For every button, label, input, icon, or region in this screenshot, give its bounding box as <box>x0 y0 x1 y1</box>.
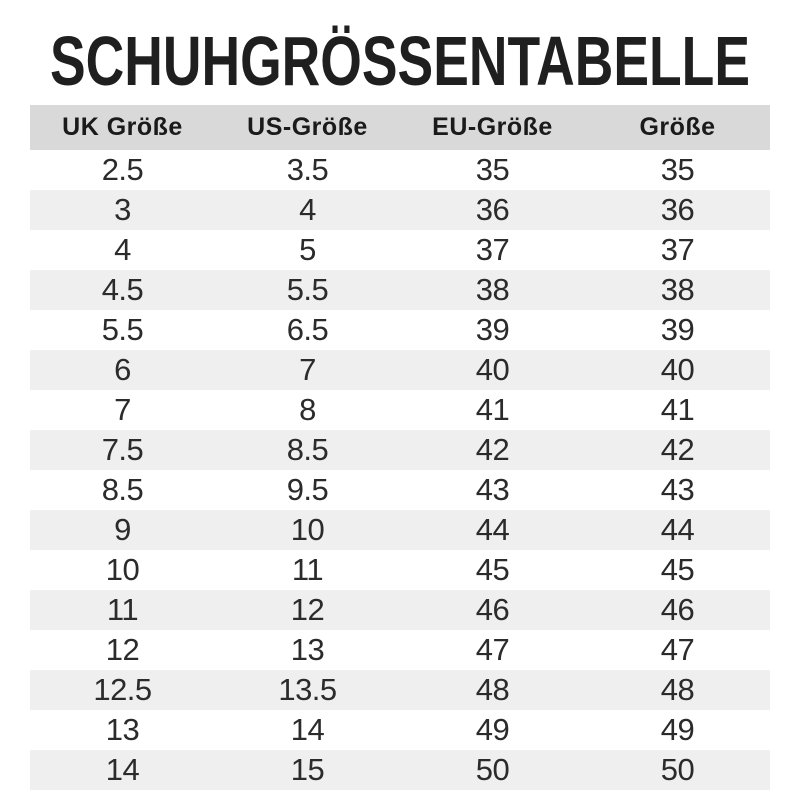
table-cell: 46 <box>475 592 510 627</box>
table-row: 13 14 49 49 <box>30 710 770 750</box>
table-cell: 39 <box>660 312 695 347</box>
table-cell: 6.5 <box>286 312 329 347</box>
table-row: 4.5 5.5 38 38 <box>30 270 770 310</box>
table-cell: 5 <box>299 232 316 267</box>
table-cell: 48 <box>475 672 510 707</box>
table-cell: 49 <box>660 712 695 747</box>
table-cell: 44 <box>660 512 695 547</box>
table-cell: 43 <box>660 472 695 507</box>
table-row: 9 10 44 44 <box>30 510 770 550</box>
table-cell: 42 <box>660 432 695 467</box>
table-cell: 9 <box>114 512 131 547</box>
title-band: SCHUHGRÖSSENTABELLE <box>0 0 800 105</box>
table-row: 12.5 13.5 48 48 <box>30 670 770 710</box>
table-cell: 3 <box>114 192 131 227</box>
table-cell: 9.5 <box>286 472 329 507</box>
table-row: 14 15 50 50 <box>30 750 770 790</box>
table-cell: 49 <box>475 712 510 747</box>
table-row: 7 8 41 41 <box>30 390 770 430</box>
table-cell: 7 <box>299 352 316 387</box>
table-cell: 44 <box>475 512 510 547</box>
table-cell: 35 <box>660 152 695 187</box>
table-cell: 50 <box>660 752 695 787</box>
table-cell: 47 <box>475 632 510 667</box>
table-cell: 41 <box>475 392 510 427</box>
table-cell: 36 <box>660 192 695 227</box>
table-cell: 45 <box>475 552 510 587</box>
table-cell: 47 <box>660 632 695 667</box>
table-cell: 7 <box>114 392 131 427</box>
table-row: 2.5 3.5 35 35 <box>30 150 770 190</box>
table-cell: 5.5 <box>286 272 329 307</box>
table-row: 6 7 40 40 <box>30 350 770 390</box>
column-header: Größe <box>639 113 716 141</box>
table-cell: 4.5 <box>101 272 144 307</box>
title-graphic: SCHUHGRÖSSENTABELLE <box>50 22 750 100</box>
table-cell: 10 <box>290 512 325 547</box>
table-cell: 42 <box>475 432 510 467</box>
table-cell: 46 <box>660 592 695 627</box>
table-row: 7.5 8.5 42 42 <box>30 430 770 470</box>
table-cell: 12.5 <box>93 672 152 707</box>
table-row: 3 4 36 36 <box>30 190 770 230</box>
table-cell: 8 <box>299 392 316 427</box>
column-header: US-Größe <box>247 113 368 141</box>
table-row: 5.5 6.5 39 39 <box>30 310 770 350</box>
page-title: SCHUHGRÖSSENTABELLE <box>50 22 750 100</box>
table-cell: 4 <box>299 192 316 227</box>
table-cell: 3.5 <box>286 152 329 187</box>
table-cell: 11 <box>106 592 139 627</box>
table-cell: 12 <box>105 632 140 667</box>
table-cell: 15 <box>290 752 325 787</box>
table-cell: 50 <box>475 752 510 787</box>
table-cell: 13 <box>105 712 140 747</box>
table-cell: 6 <box>114 352 131 387</box>
table-cell: 35 <box>475 152 510 187</box>
size-table-body: 2.5 3.5 35 35 3 4 36 36 4 5 37 37 4.5 5.5 38 38 5.5 6.5 39… <box>30 150 770 790</box>
table-cell: 5.5 <box>101 312 144 347</box>
table-row: 8.5 9.5 43 43 <box>30 470 770 510</box>
size-table-head: UK Größe US-Größe EU-Größe Größe <box>30 105 770 150</box>
table-cell: 37 <box>475 232 510 267</box>
table-cell: 38 <box>475 272 510 307</box>
table-row: 4 5 37 37 <box>30 230 770 270</box>
table-row: 10 11 45 45 <box>30 550 770 590</box>
table-cell: 7.5 <box>101 432 144 467</box>
table-row: 12 13 47 47 <box>30 630 770 670</box>
table-cell: 8.5 <box>101 472 144 507</box>
table-cell: 11 <box>291 552 324 587</box>
column-header: EU-Größe <box>432 113 553 141</box>
table-cell: 43 <box>475 472 510 507</box>
table-cell: 48 <box>660 672 695 707</box>
table-cell: 39 <box>475 312 510 347</box>
table-cell: 45 <box>660 552 695 587</box>
size-table: UK Größe US-Größe EU-Größe Größe 2.5 3.5 35 35… <box>30 105 770 790</box>
table-cell: 13.5 <box>278 672 337 707</box>
table-cell: 40 <box>660 352 695 387</box>
table-cell: 36 <box>475 192 510 227</box>
table-header-row: UK Größe US-Größe EU-Größe Größe <box>30 105 770 150</box>
table-row: 11 12 46 46 <box>30 590 770 630</box>
table-cell: 37 <box>660 232 695 267</box>
table-cell: 12 <box>290 592 325 627</box>
table-cell: 4 <box>114 232 131 267</box>
table-cell: 14 <box>105 752 140 787</box>
table-cell: 8.5 <box>286 432 329 467</box>
table-cell: 2.5 <box>101 152 144 187</box>
table-cell: 14 <box>290 712 325 747</box>
table-cell: 10 <box>105 552 140 587</box>
table-cell: 41 <box>660 392 695 427</box>
column-header: UK Größe <box>62 113 183 141</box>
table-cell: 13 <box>290 632 325 667</box>
table-cell: 40 <box>475 352 510 387</box>
table-cell: 38 <box>660 272 695 307</box>
